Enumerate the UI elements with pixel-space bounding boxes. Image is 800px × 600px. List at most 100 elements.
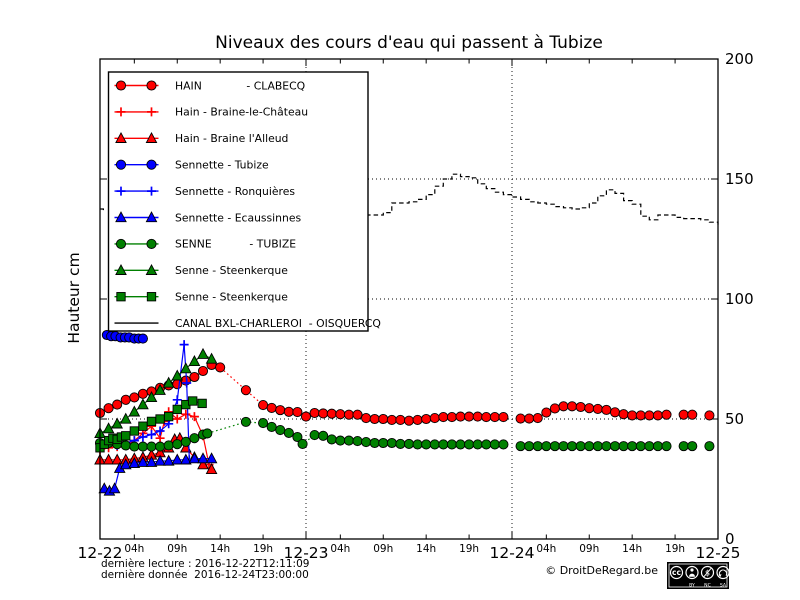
marker-circle [567,401,578,412]
marker-square [121,431,131,441]
legend-item-senne-steenkerque-1: Senne - Steenkerque [114,263,288,277]
marker-circle [635,441,646,452]
marker-circle [592,441,603,452]
marker-triangle [179,453,192,465]
y-tick-label: 200 [725,50,754,68]
marker-circle [326,434,337,445]
marker-circle [524,413,535,424]
marker-circle [472,439,483,450]
marker-circle [297,438,308,450]
marker-circle [369,413,380,425]
x-day-label: 12-25 [695,544,740,562]
marker-triangle [145,391,158,403]
marker-triangle [145,211,158,223]
marker-triangle [137,455,149,467]
legend-label: Sennette - Ronquières [175,185,295,198]
marker-triangle [197,347,209,359]
marker-circle [661,441,672,452]
x-day-label: 12-22 [77,544,122,562]
marker-square [164,411,174,422]
marker-circle [103,403,114,414]
series-canal-bxl-charleroi [100,173,719,225]
marker-circle [618,409,629,420]
marker-triangle [171,453,184,465]
marker-circle [541,441,552,452]
marker-circle [481,439,492,450]
marker-triangle [145,263,158,275]
marker-circle [678,409,689,420]
marker-circle [137,333,148,344]
y-axis-label: Hauteur cm [65,252,83,344]
marker-triangle [205,452,218,464]
marker-circle [464,411,475,422]
marker-triangle [205,463,218,475]
marker-triangle [162,454,175,466]
x-hour-label: 14h [622,543,642,555]
marker-plus [147,186,156,196]
marker-circle [318,408,329,419]
legend-item-sennette-ecaussinnes: Sennette - Ecaussinnes [114,211,301,224]
marker-circle [115,159,127,170]
marker-circle [524,441,535,452]
marker-circle [258,400,269,411]
marker-plus [182,378,192,388]
marker-circle [661,409,672,420]
legend-item-senne-steenkerque-2: Senne - Steenkerque [114,291,288,304]
by-label: BY [689,582,695,588]
marker-circle [575,401,586,413]
marker-triangle [145,455,158,467]
legend-label: Hain - Braine-le-Château [175,106,308,119]
marker-circle [609,407,621,418]
marker-circle [120,394,131,405]
y-tick-label: 100 [725,290,754,308]
marker-triangle [171,369,184,381]
marker-circle [584,403,595,414]
marker-circle [146,80,157,91]
marker-plus [116,186,126,196]
sa-arrow-arc [718,569,728,576]
marker-circle [412,414,423,426]
marker-circle [172,439,183,450]
y-tick-label: 150 [725,170,754,188]
marker-circle [575,441,586,452]
marker-triangle [111,453,124,465]
marker-circle [489,439,500,450]
marker-circle [275,405,286,416]
marker-plus [172,414,182,424]
marker-triangle [137,398,149,410]
marker-circle [421,439,432,450]
marker-circle [115,80,127,91]
x-hour-label: 09h [373,543,393,555]
by-person-icon [685,565,699,580]
marker-square [146,416,157,427]
marker-circle [549,403,560,414]
marker-circle [215,362,226,373]
marker-circle [137,388,148,399]
marker-circle [627,410,638,421]
marker-plus [116,107,126,117]
marker-circle [489,412,500,423]
marker-triangle [128,457,141,469]
x-day-label: 12-23 [283,544,328,562]
marker-circle [335,409,346,420]
marker-circle [472,411,483,422]
legend-item-sennette-tubize: Sennette - Tubize [114,159,269,172]
legend: HAIN - CLABECQ Hain - Braine-le-Château Ha… [107,71,381,332]
marker-plus [179,340,189,350]
marker-circle [567,441,578,452]
marker-triangle [188,355,201,367]
marker-circle [283,427,294,438]
marker-circle [361,412,372,424]
sa-label: SA [720,582,727,588]
x-hour-label: 19h [665,543,685,555]
marker-circle [155,441,166,452]
marker-circle [446,439,457,450]
marker-circle [549,441,560,452]
nc-slash [703,567,712,578]
marker-circle [627,441,638,452]
legend-label: HAIN - CLABECQ [175,79,305,92]
marker-circle [704,441,715,452]
marker-circle [584,441,595,452]
marker-triangle [119,458,132,470]
